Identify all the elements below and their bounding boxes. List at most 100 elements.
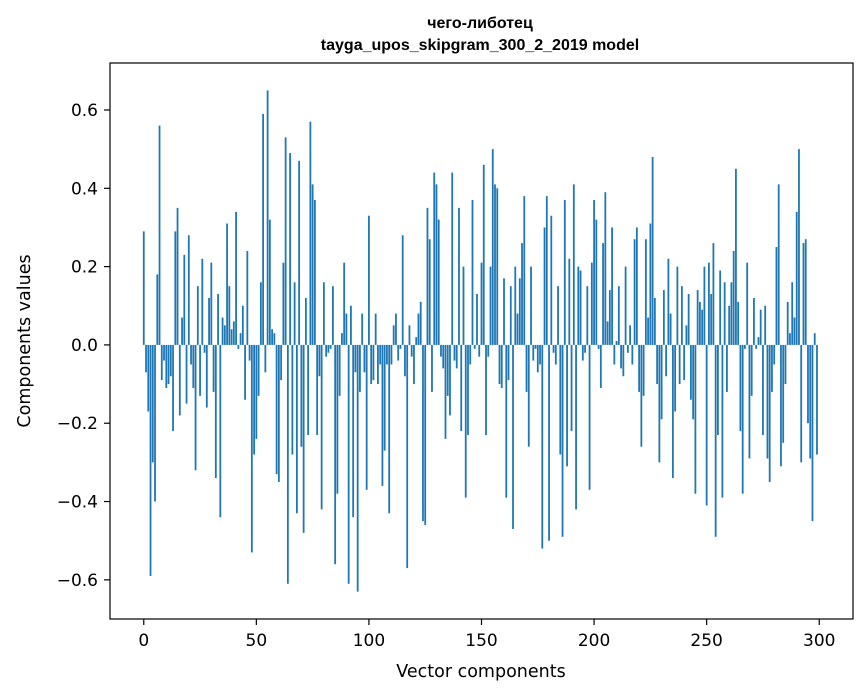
bar [782, 344, 785, 443]
bar [464, 344, 467, 498]
bar [473, 344, 476, 349]
bar [169, 344, 172, 377]
bar [428, 239, 431, 345]
bar [746, 262, 749, 345]
bar [196, 286, 199, 345]
bar [482, 164, 485, 345]
bar [304, 297, 307, 345]
bar [793, 317, 796, 345]
bar [158, 125, 161, 345]
bar [255, 344, 258, 439]
bar [266, 90, 269, 345]
y-tick-label: 0.2 [71, 258, 98, 278]
bar [228, 286, 231, 345]
bar [386, 344, 388, 365]
bar [187, 235, 190, 345]
bar [467, 344, 469, 435]
bar [257, 344, 260, 396]
bar [392, 325, 395, 345]
bar [685, 325, 688, 345]
bar [241, 305, 244, 345]
bar [795, 211, 798, 345]
bar [696, 290, 699, 345]
bar [343, 262, 346, 345]
bar [478, 344, 481, 357]
bar [505, 344, 508, 498]
bar [620, 344, 622, 369]
bar [813, 333, 816, 345]
bar [408, 325, 411, 345]
bar [419, 301, 422, 345]
bar [160, 344, 163, 381]
bar [786, 301, 789, 345]
bar [577, 266, 580, 345]
bar [462, 266, 465, 345]
bar [291, 344, 294, 455]
bar [777, 184, 780, 345]
bar [550, 215, 553, 345]
x-tick-label: 50 [246, 631, 268, 651]
bar [687, 294, 690, 345]
chart-title: чего-либотец [427, 15, 533, 32]
bar [167, 344, 170, 385]
bar [284, 137, 287, 345]
bar [399, 344, 402, 349]
bar [647, 317, 650, 345]
bar [302, 344, 305, 533]
bar [692, 344, 695, 420]
bar [217, 294, 219, 345]
bar [426, 207, 429, 345]
bar [194, 344, 197, 471]
bar [151, 344, 154, 463]
bar [572, 184, 575, 345]
bar [714, 344, 717, 537]
bar [268, 219, 271, 345]
bar [750, 344, 753, 396]
bar [717, 344, 719, 435]
bar [653, 297, 656, 345]
x-tick-label: 150 [465, 631, 497, 651]
bar [226, 223, 228, 345]
bar [532, 344, 535, 361]
bar [383, 344, 386, 451]
y-tick-label: 0.4 [71, 179, 98, 199]
bar [365, 344, 368, 490]
bar [667, 258, 670, 345]
bar [606, 321, 609, 345]
bar [689, 344, 692, 400]
bar [239, 333, 242, 345]
bar [809, 344, 812, 459]
bar [699, 301, 701, 345]
bar [624, 266, 627, 345]
bar [741, 344, 744, 494]
bar [440, 344, 442, 357]
bar [816, 344, 818, 455]
bar [789, 333, 791, 345]
bar [545, 196, 548, 345]
bar [172, 344, 174, 432]
bar [530, 266, 532, 345]
bars-group [142, 90, 818, 592]
bar [435, 184, 438, 345]
bar [629, 325, 631, 345]
bar [584, 344, 586, 353]
bar [212, 344, 215, 392]
bar [771, 344, 773, 392]
bar [543, 227, 546, 345]
bar [446, 344, 449, 396]
bar [289, 153, 292, 345]
bar [417, 313, 420, 345]
bar [390, 344, 393, 365]
bar [431, 344, 433, 392]
bar [784, 344, 787, 385]
bar [404, 344, 406, 377]
bar [451, 172, 454, 345]
bar [608, 290, 611, 345]
bar [622, 344, 625, 377]
x-axis-label: Vector components [396, 662, 565, 682]
bar [721, 344, 724, 498]
bar [678, 344, 681, 385]
bar [539, 344, 541, 365]
bar [644, 239, 647, 345]
